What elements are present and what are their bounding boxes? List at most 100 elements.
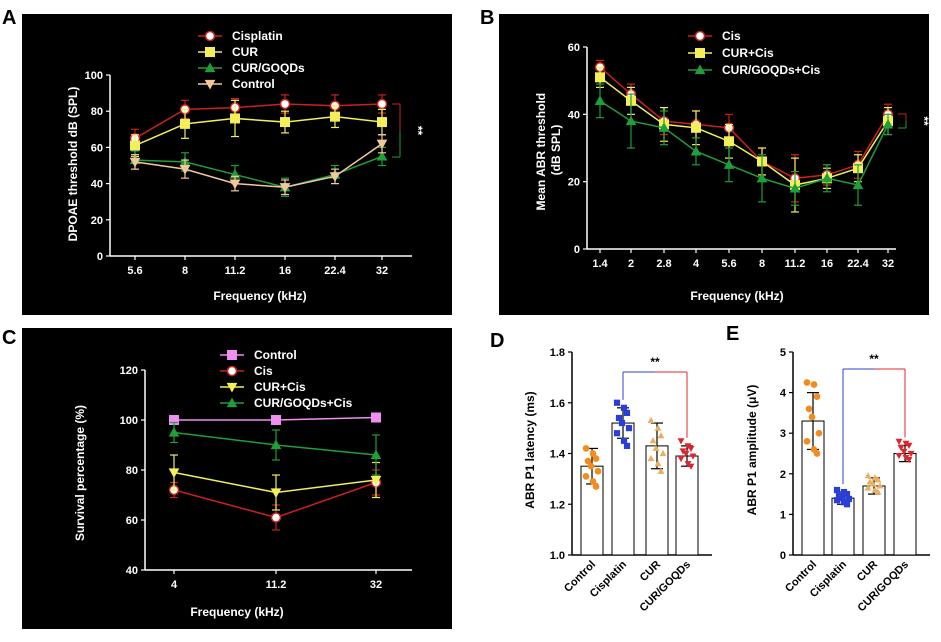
panel-a-data-point <box>330 111 340 122</box>
panel-e-scatter-point <box>808 413 816 421</box>
panel-e-scatter-point <box>871 486 879 493</box>
panel-c-data-point <box>168 468 180 479</box>
panel-d-scatter-point <box>623 442 631 449</box>
panel-d-scatter-point <box>613 399 621 406</box>
panel-d-scatter-point <box>587 462 595 470</box>
panel-d-scatter-point <box>654 460 662 467</box>
panel-a-data-point <box>329 172 341 182</box>
panel-a-data-point <box>376 98 388 110</box>
panel-e-bar <box>893 453 917 556</box>
panel-e-scatter-point <box>843 501 851 508</box>
panel-c-data-point <box>370 475 382 486</box>
panel-b-data-point <box>625 115 637 126</box>
panel-c-ytick-label: 60 <box>126 515 138 527</box>
panel-c-label: C <box>2 327 16 349</box>
panel-b-data-point <box>821 172 833 183</box>
panel-d-scatter-point <box>592 455 600 462</box>
panel-b-data-point <box>882 118 894 129</box>
panel-b-xtick-label: 5.6 <box>721 258 736 270</box>
panel-a-ytick-label: 20 <box>91 215 103 227</box>
panel-c-data-point <box>270 439 282 450</box>
panel-a-legend-marker <box>205 47 215 57</box>
panel-a-data-point <box>279 183 291 193</box>
panel-c-xtick-label: 4 <box>171 579 178 591</box>
panel-b-data-point <box>690 145 702 156</box>
panel-d-scatter-point <box>652 444 660 452</box>
panel-d-ytick-label: 1.2 <box>550 499 565 511</box>
panel-d-scatter-point <box>589 478 597 485</box>
panel-b-ylabel-line1: Mean ABR threshold <box>534 93 548 211</box>
panel-a-ytick-label: 80 <box>91 106 103 118</box>
panel-d-scatter-point <box>582 472 590 480</box>
panel-e-scatter-point <box>845 495 853 503</box>
panel-e-scatter-point <box>803 437 811 445</box>
panel-d-scatter-point <box>687 445 695 453</box>
panel-e-scatter-point <box>905 442 913 450</box>
panel-a-data-point <box>129 157 141 168</box>
panel-a-xtick-label: 11.2 <box>225 265 246 277</box>
panel-c-legend-label: CUR+Cis <box>254 380 306 394</box>
panel-c-data-point <box>168 426 180 437</box>
panel-c-xlabel: Frequency (kHz) <box>190 605 283 619</box>
panel-b-xtick-label: 1.4 <box>592 258 608 270</box>
panel-d-scatter-point <box>594 467 602 475</box>
panel-e-scatter-point <box>864 484 872 491</box>
panel-e-bar <box>831 497 855 556</box>
panel-b-ytick-label: 40 <box>568 109 580 121</box>
panel-d-bar <box>675 455 699 556</box>
panel-c-ytick-label: 80 <box>126 465 138 477</box>
panel-e-scatter-point <box>905 457 913 464</box>
panel-b-xtick-label: 11.2 <box>785 258 806 270</box>
panel-e-significance: ** <box>869 352 879 366</box>
panel-a-xtick-label: 5.6 <box>127 265 142 277</box>
panel-d-scatter-point <box>647 416 655 424</box>
panel-d-scatter-point <box>613 430 621 437</box>
panel-c-data-point <box>271 415 281 425</box>
panel-c-legend-marker <box>227 350 237 360</box>
panel-b-data-point <box>594 95 606 105</box>
panel-b-ytick-label: 20 <box>568 177 580 189</box>
panel-d-scatter-point <box>687 463 695 470</box>
panel-d-scatter-point <box>677 455 685 463</box>
panel-a-series-line <box>134 115 383 147</box>
panel-e-scatter-point <box>895 452 903 460</box>
panel-c-data-point <box>270 488 282 499</box>
panel-e-scatter-point <box>897 444 905 452</box>
panel-d-label: D <box>490 330 504 352</box>
panel-d-scatter-point <box>654 424 662 431</box>
panel-a-ytick-label: 100 <box>85 70 103 82</box>
panel-d-scatter-point <box>649 437 657 444</box>
panel-e-xtick-label: CUR <box>855 559 880 584</box>
panel-a-legend-marker <box>204 79 216 90</box>
panel-a-legend-label: Cisplatin <box>232 29 283 43</box>
panel-c-legend-label: Control <box>254 348 297 362</box>
panel-d-scatter-point <box>615 414 623 422</box>
panel-e-scatter-point <box>833 486 841 494</box>
panel-d-significance: ** <box>650 355 660 369</box>
panel-e-ytick-label: 3 <box>780 428 786 440</box>
panel-c-xtick-label: 11.2 <box>266 579 287 591</box>
panel-a-xtick-label: 16 <box>279 265 291 277</box>
panel-b-data-point <box>756 172 768 183</box>
panel-a-data-point <box>279 98 291 110</box>
panel-c-ytick-label: 40 <box>126 565 138 577</box>
panel-d-scatter-point <box>657 432 665 439</box>
panel-a-data-point <box>230 113 240 124</box>
panel-e-scatter-point <box>813 393 821 401</box>
panel-b-data-point <box>723 159 735 169</box>
panel-b-data-point <box>658 122 670 132</box>
panel-a-label: A <box>2 7 16 29</box>
panel-e-scatter-point <box>833 497 841 504</box>
panel-a-data-point <box>229 179 241 190</box>
panel-a-xlabel: Frequency (kHz) <box>213 289 306 303</box>
panel-c-legend-label: Cis <box>254 364 273 378</box>
panel-e-scatter-point <box>871 474 879 481</box>
panel-b-data-point <box>691 122 701 133</box>
panel-b-data-point <box>724 136 734 147</box>
panel-a-ylabel: DPOAE threshold dB (SPL) <box>66 87 80 242</box>
panel-d-ylabel: ABR P1 latency (ms) <box>523 391 537 508</box>
panel-e-scatter-point <box>813 450 821 457</box>
panel-a-data-point <box>180 118 190 129</box>
panel-d-scatter-point <box>657 467 665 474</box>
panel-e-scatter-point <box>810 381 818 388</box>
